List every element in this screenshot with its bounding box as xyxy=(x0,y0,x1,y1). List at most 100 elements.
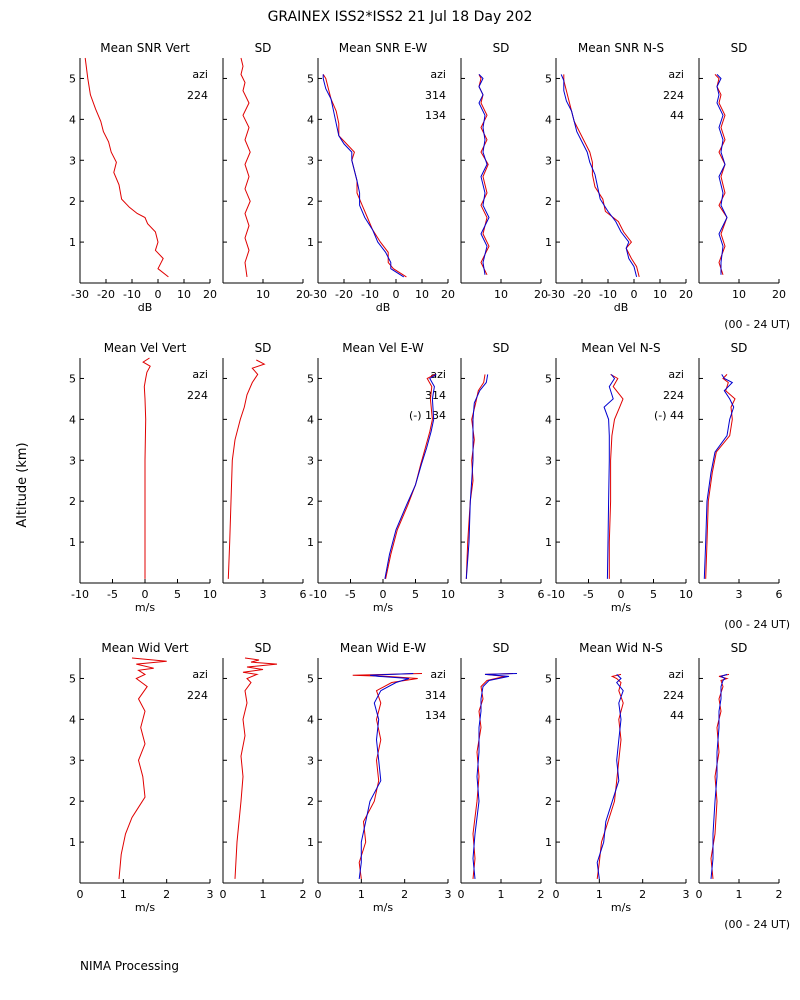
panel-vel-0: Mean Vel Vert 1 2 3 4 5 -10 -5 0 5 10 m/s azi 224 xyxy=(69,341,217,614)
y-tick-label: 2 xyxy=(307,495,314,508)
y-tick-label: 4 xyxy=(545,713,552,726)
x-tick-label: 0 xyxy=(155,288,162,301)
series-line-44 xyxy=(560,74,638,278)
series-line-44 xyxy=(716,74,728,275)
legend-azi-label: azi xyxy=(192,668,208,681)
x-tick-label: -10 xyxy=(599,288,617,301)
x-tick-label: 10 xyxy=(679,588,693,601)
series-line-314 xyxy=(322,74,407,278)
y-tick-label: 3 xyxy=(545,754,552,767)
series-line-134 xyxy=(358,673,414,879)
panel-title: Mean Vel Vert xyxy=(104,341,187,355)
legend-azi-label: azi xyxy=(192,368,208,381)
y-tick-label: 4 xyxy=(69,413,76,426)
y-tick-label: 5 xyxy=(69,372,76,385)
panel-vel-3: SD 3 6 xyxy=(460,341,545,601)
x-tick-label: 5 xyxy=(174,588,181,601)
x-tick-label: 20 xyxy=(772,288,786,301)
panel-title: SD xyxy=(493,341,510,355)
y-tick-label: 2 xyxy=(545,495,552,508)
y-tick-label: 4 xyxy=(545,413,552,426)
panel-title: Mean Wid Vert xyxy=(101,641,188,655)
y-tick-label: 1 xyxy=(307,536,314,549)
x-tick-label: -10 xyxy=(547,588,565,601)
y-tick-label: 5 xyxy=(307,372,314,385)
x-axis-label: dB xyxy=(376,301,391,314)
time-range-label: (00 - 24 UT) xyxy=(724,318,790,331)
y-tick-label: 3 xyxy=(307,754,314,767)
x-tick-label: -20 xyxy=(573,288,591,301)
legend-entry: 224 xyxy=(663,89,684,102)
series-line-314 xyxy=(472,673,514,879)
x-tick-label: 10 xyxy=(203,588,217,601)
series-line-44 xyxy=(603,374,616,579)
y-tick-label: 5 xyxy=(307,72,314,85)
legend-entry: 224 xyxy=(663,389,684,402)
panel-vel-1: SD 3 6 xyxy=(222,341,307,601)
legend-entry: 134 xyxy=(425,709,446,722)
series-line-314 xyxy=(352,673,423,879)
panel-wid-3: SD 0 1 2 xyxy=(458,641,545,901)
legend-entry: 314 xyxy=(425,89,446,102)
series-line-134 xyxy=(384,373,437,579)
x-tick-label: -5 xyxy=(345,588,356,601)
legend-entry: 134 xyxy=(425,109,446,122)
panel-title: SD xyxy=(255,641,272,655)
series-line-224 xyxy=(227,359,266,579)
x-tick-label: 20 xyxy=(203,288,217,301)
y-tick-label: 3 xyxy=(545,454,552,467)
x-tick-label: 0 xyxy=(380,588,387,601)
y-tick-label: 2 xyxy=(307,195,314,208)
x-tick-label: -30 xyxy=(547,288,565,301)
series-line-314 xyxy=(465,374,486,579)
y-axis-label: Altitude (km) xyxy=(15,442,30,527)
series-line-224 xyxy=(84,57,169,278)
x-tick-label: 2 xyxy=(401,888,408,901)
y-tick-label: 5 xyxy=(307,672,314,685)
y-tick-label: 4 xyxy=(307,113,314,126)
legend-entry: 314 xyxy=(425,689,446,702)
panel-title: SD xyxy=(731,641,748,655)
x-tick-label: 10 xyxy=(415,288,429,301)
y-tick-label: 2 xyxy=(69,195,76,208)
panel-title: Mean Vel N-S xyxy=(581,341,660,355)
x-tick-label: -20 xyxy=(335,288,353,301)
x-tick-label: 3 xyxy=(260,588,267,601)
x-tick-label: -5 xyxy=(583,588,594,601)
x-tick-label: -10 xyxy=(309,588,327,601)
panel-wid-0: Mean Wid Vert 1 2 3 4 5 0 1 2 3 m/s azi 224 xyxy=(69,641,214,914)
series-line-224 xyxy=(705,374,736,579)
y-tick-label: 4 xyxy=(307,713,314,726)
y-tick-label: 3 xyxy=(69,154,76,167)
x-tick-label: 1 xyxy=(260,888,267,901)
panel-snr-1: SD 10 20 xyxy=(222,41,310,301)
panel-title: SD xyxy=(731,41,748,55)
y-tick-label: 1 xyxy=(69,836,76,849)
panel-vel-2: Mean Vel E-W 1 2 3 4 5 -10 -5 0 5 10 m/s azi 314 (-) 1… xyxy=(307,341,455,614)
panel-title: Mean SNR Vert xyxy=(100,41,190,55)
series-line-44 xyxy=(703,374,735,579)
y-tick-label: 1 xyxy=(69,236,76,249)
x-tick-label: -10 xyxy=(71,588,89,601)
y-tick-label: 4 xyxy=(69,713,76,726)
x-tick-label: 2 xyxy=(776,888,783,901)
y-tick-label: 4 xyxy=(307,413,314,426)
legend-azi-label: azi xyxy=(430,668,446,681)
panel-title: SD xyxy=(255,41,272,55)
series-line-224 xyxy=(240,57,251,277)
y-tick-label: 2 xyxy=(69,495,76,508)
x-tick-label: 1 xyxy=(358,888,365,901)
x-tick-label: 3 xyxy=(498,588,505,601)
x-tick-label: 5 xyxy=(412,588,419,601)
series-line-134 xyxy=(465,374,489,579)
panel-wid-4: Mean Wid N-S 1 2 3 4 5 0 1 2 3 m/s azi 224 44 xyxy=(545,641,690,914)
x-tick-label: 6 xyxy=(300,588,307,601)
x-axis-label: dB xyxy=(138,301,153,314)
panel-title: SD xyxy=(493,41,510,55)
x-tick-label: 0 xyxy=(77,888,84,901)
panel-title: Mean Wid E-W xyxy=(340,641,426,655)
panel-snr-3: SD 10 20 xyxy=(460,41,548,301)
y-tick-label: 1 xyxy=(545,236,552,249)
x-tick-label: 10 xyxy=(256,288,270,301)
